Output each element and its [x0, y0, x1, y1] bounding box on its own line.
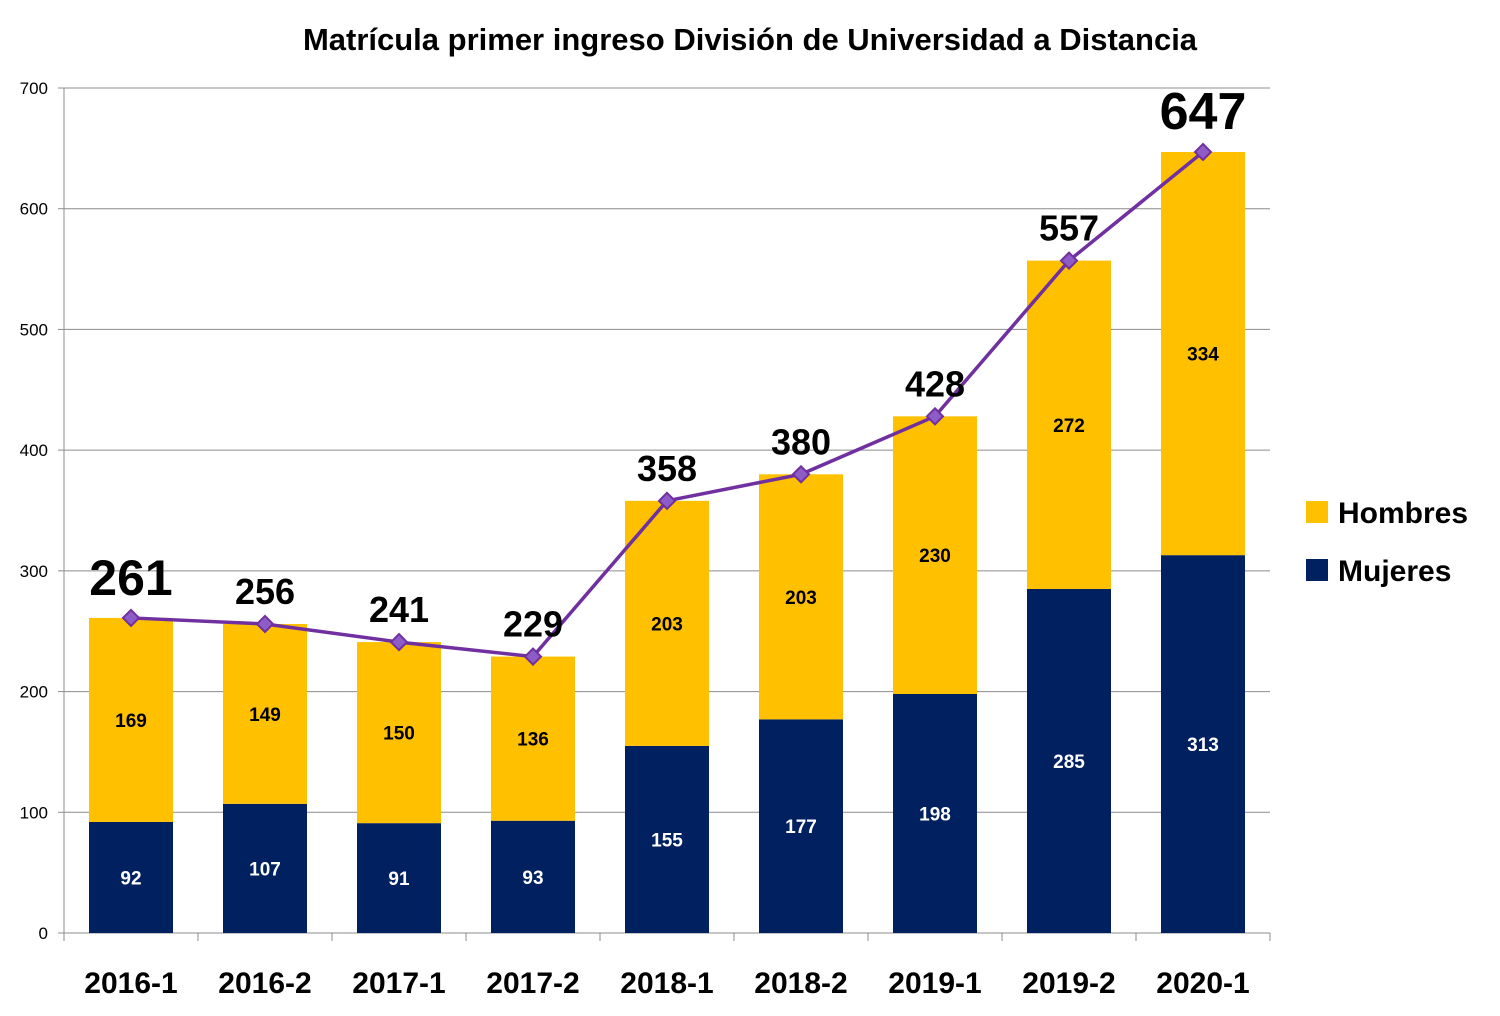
legend: Hombres Mujeres [1306, 497, 1468, 588]
total-value-label: 380 [771, 421, 831, 462]
total-marker [523, 647, 543, 666]
y-tick-label: 500 [20, 320, 48, 339]
total-marker [255, 614, 275, 634]
bar-mujeres [491, 820, 575, 933]
bar-value-label: 150 [383, 724, 415, 745]
legend-swatch-hombres [1306, 501, 1328, 523]
bar-hombres [357, 642, 441, 824]
y-tick-label: 600 [20, 200, 48, 219]
total-marker [791, 464, 811, 484]
total-value-label: 428 [905, 363, 965, 404]
legend-label-mujeres: Mujeres [1338, 555, 1451, 588]
bar-value-label: 169 [115, 711, 147, 732]
bar-value-label: 177 [785, 817, 817, 838]
bar-value-label: 91 [388, 869, 410, 890]
total-value-label: 256 [235, 571, 295, 612]
data-labels: 92 169 107 149 91 150 93 136 155 203 177 203 198 230 2… [89, 83, 1246, 890]
stacked-bars [89, 151, 1245, 933]
total-line [121, 142, 1213, 666]
legend-label-hombres: Hombres [1338, 497, 1468, 530]
total-marker [657, 491, 677, 511]
y-tick-label: 200 [20, 683, 48, 702]
bar-value-label: 272 [1053, 416, 1085, 437]
bar-hombres [1027, 260, 1111, 589]
x-tick-label: 2016-1 [84, 967, 177, 1000]
x-tick-label: 2020-1 [1156, 967, 1249, 1000]
y-tick-label: 400 [20, 441, 48, 460]
y-tick-label: 700 [20, 79, 48, 98]
bar-value-label: 92 [120, 868, 141, 889]
total-value-label: 241 [369, 589, 429, 630]
total-marker [121, 608, 141, 628]
x-tick-label: 2016-2 [218, 967, 311, 1000]
total-value-label: 229 [503, 604, 563, 645]
bar-mujeres [893, 693, 977, 933]
total-value-label: 261 [89, 550, 172, 606]
bar-mujeres [223, 803, 307, 933]
bar-hombres [89, 617, 173, 822]
bar-value-label: 149 [249, 705, 281, 726]
total-marker [1193, 142, 1213, 162]
x-tick-label: 2019-1 [888, 967, 981, 1000]
y-tick-label: 0 [39, 924, 48, 943]
total-value-label: 358 [637, 448, 697, 489]
bar-value-label: 230 [919, 546, 951, 567]
bar-hombres [1161, 151, 1245, 556]
legend-swatch-mujeres [1306, 559, 1328, 581]
bar-value-label: 334 [1187, 345, 1219, 366]
bar-value-label: 93 [522, 868, 543, 889]
x-tick-label: 2017-1 [352, 967, 445, 1000]
x-tick-label: 2019-2 [1022, 967, 1115, 1000]
bar-mujeres [759, 719, 843, 933]
bar-value-label: 198 [919, 804, 951, 825]
total-value-label: 647 [1160, 83, 1247, 141]
y-tick-label: 100 [20, 803, 48, 822]
bar-value-label: 203 [785, 588, 817, 609]
chart-title: Matrícula primer ingreso División de Uni… [303, 22, 1198, 57]
bar-hombres [491, 656, 575, 821]
bar-mujeres [1027, 588, 1111, 933]
bar-hombres [759, 474, 843, 720]
total-marker [389, 632, 409, 652]
bar-hombres [893, 416, 977, 694]
bar-hombres [625, 500, 709, 746]
bar-value-label: 203 [651, 614, 683, 635]
y-tick-label: 300 [20, 562, 48, 581]
bar-value-label: 313 [1187, 735, 1219, 756]
bar-value-label: 107 [249, 859, 281, 880]
bar-mujeres [625, 745, 709, 933]
bar-value-label: 285 [1053, 752, 1085, 773]
x-tick-label: 2018-1 [620, 967, 713, 1000]
total-marker [925, 406, 945, 426]
bar-value-label: 136 [517, 730, 549, 751]
bar-mujeres [1161, 555, 1245, 933]
bar-value-label: 155 [651, 830, 683, 851]
x-tick-label: 2017-2 [486, 967, 579, 1000]
bar-mujeres [357, 823, 441, 933]
total-value-label: 557 [1039, 208, 1099, 249]
bar-mujeres [89, 821, 173, 933]
x-tick-label: 2018-2 [754, 967, 847, 1000]
bar-hombres [223, 623, 307, 804]
total-marker [1059, 251, 1079, 271]
